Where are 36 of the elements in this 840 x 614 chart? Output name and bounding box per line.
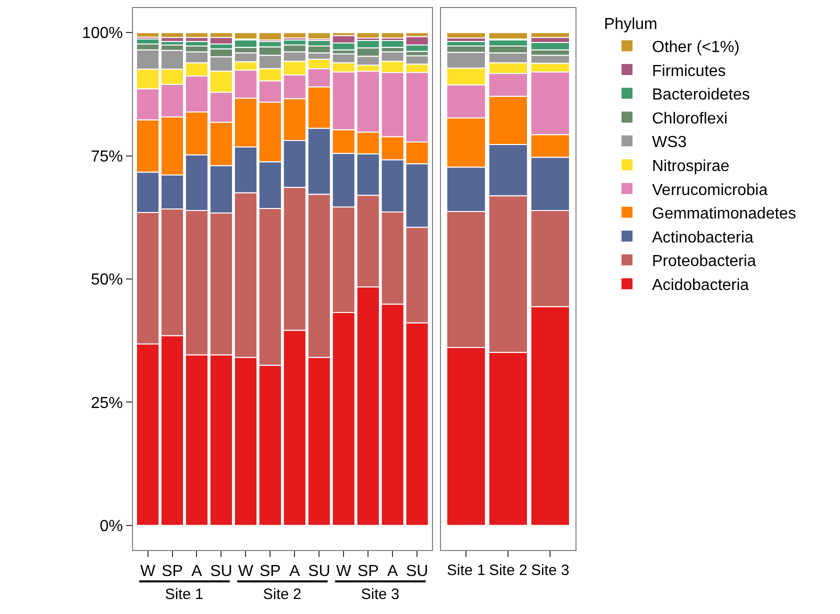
x-tick-label: SU: [308, 563, 330, 580]
bar: [446, 32, 486, 39]
y-tick-label: 50%: [90, 272, 123, 289]
legend-label: Acidobacteria: [652, 276, 750, 294]
x-tick-label: SP: [357, 563, 379, 580]
y-tick-label: 100%: [82, 25, 123, 42]
x-tick-label: A: [191, 563, 202, 580]
x-tick-label: SP: [162, 563, 183, 580]
x-tick-label: A: [387, 563, 398, 580]
x-tick-label: A: [289, 563, 300, 580]
x-tick-label: W: [336, 563, 352, 580]
x-tick-label: W: [140, 563, 156, 580]
legend-label: WS3: [652, 134, 687, 152]
x-tick-label: SU: [406, 563, 428, 580]
legend-label: Nitrospirae: [652, 158, 730, 175]
legend-label: Verrucomicrobia: [652, 182, 768, 199]
x-tick-label: Site 2: [488, 562, 528, 579]
y-tick-label: 25%: [90, 394, 123, 412]
legend-label: Gemmatimonadetes: [652, 206, 796, 223]
y-tick-label: 0%: [100, 518, 123, 535]
text: Site 2: [263, 586, 302, 603]
x-tick-label: Site 1: [446, 562, 486, 579]
x-tick-label: Site 3: [531, 562, 570, 579]
text: Site 1: [165, 586, 204, 603]
legend-title: Phylum: [604, 16, 658, 33]
legend-label: Proteobacteria: [652, 253, 756, 270]
legend-label: Chloroflexi: [652, 110, 728, 128]
x-tick-label: SU: [210, 563, 232, 580]
y-tick-label: 75%: [90, 148, 123, 166]
text: Site 3: [361, 586, 400, 603]
legend-label: Other (<1%): [652, 38, 740, 56]
x-tick-label: SP: [260, 563, 281, 580]
legend-label: Bacteroidetes: [652, 86, 750, 104]
x-tick-label: W: [238, 563, 254, 580]
legend-label: Actinobacteria: [652, 229, 754, 246]
legend-label: Firmicutes: [652, 62, 726, 80]
